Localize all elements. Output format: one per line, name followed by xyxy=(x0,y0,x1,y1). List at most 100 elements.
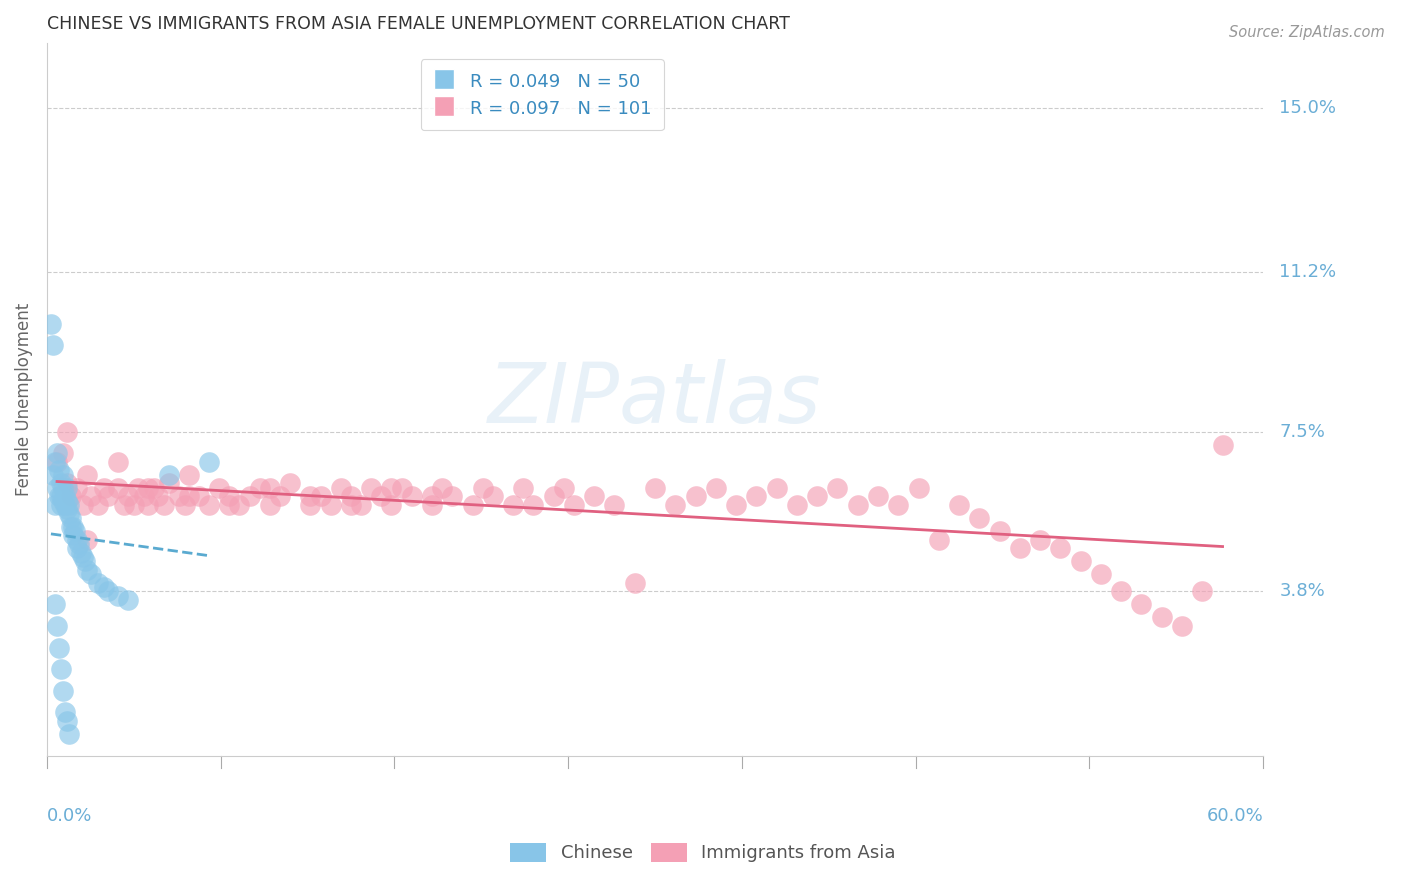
Point xyxy=(187,489,209,503)
Point xyxy=(86,575,108,590)
Point xyxy=(1029,533,1052,547)
Legend: R = 0.049   N = 50, R = 0.097   N = 101: R = 0.049 N = 50, R = 0.097 N = 101 xyxy=(420,59,664,130)
Point xyxy=(62,528,84,542)
Point xyxy=(136,481,159,495)
Point xyxy=(948,498,970,512)
Point xyxy=(117,489,139,503)
Point xyxy=(80,489,103,503)
Point xyxy=(49,489,72,503)
Point xyxy=(66,481,89,495)
Legend: Chinese, Immigrants from Asia: Chinese, Immigrants from Asia xyxy=(503,836,903,870)
Point xyxy=(1070,554,1092,568)
Point xyxy=(46,455,69,469)
Point xyxy=(49,498,72,512)
Point xyxy=(72,498,94,512)
Point xyxy=(420,498,443,512)
Point xyxy=(502,498,524,512)
Point xyxy=(969,511,991,525)
Point xyxy=(58,507,80,521)
Point xyxy=(107,455,129,469)
Point xyxy=(148,489,170,503)
Point xyxy=(512,481,534,495)
Point xyxy=(198,455,221,469)
Point xyxy=(75,554,97,568)
Point xyxy=(42,467,65,482)
Point xyxy=(1171,619,1194,633)
Point xyxy=(93,580,115,594)
Point xyxy=(208,481,231,495)
Point xyxy=(46,446,69,460)
Point xyxy=(127,481,149,495)
Point xyxy=(49,662,72,676)
Point xyxy=(72,549,94,564)
Point xyxy=(177,489,200,503)
Point xyxy=(562,498,585,512)
Text: 11.2%: 11.2% xyxy=(1279,263,1337,281)
Point xyxy=(53,706,76,720)
Point xyxy=(52,467,75,482)
Point xyxy=(46,619,69,633)
Point xyxy=(430,481,453,495)
Text: 15.0%: 15.0% xyxy=(1279,99,1336,117)
Point xyxy=(299,498,322,512)
Point xyxy=(259,498,281,512)
Point xyxy=(360,481,382,495)
Point xyxy=(269,489,291,503)
Point xyxy=(928,533,950,547)
Point xyxy=(299,489,322,503)
Point xyxy=(53,489,76,503)
Point xyxy=(42,338,65,352)
Point xyxy=(350,498,373,512)
Point xyxy=(745,489,768,503)
Point xyxy=(143,481,166,495)
Text: 3.8%: 3.8% xyxy=(1279,582,1324,600)
Point xyxy=(664,498,686,512)
Point xyxy=(107,481,129,495)
Point xyxy=(380,481,402,495)
Text: 7.5%: 7.5% xyxy=(1279,423,1326,441)
Point xyxy=(988,524,1011,538)
Point xyxy=(60,519,83,533)
Point xyxy=(53,498,76,512)
Point xyxy=(329,481,352,495)
Point xyxy=(401,489,423,503)
Point xyxy=(1008,541,1031,556)
Point xyxy=(97,584,120,599)
Text: Source: ZipAtlas.com: Source: ZipAtlas.com xyxy=(1229,25,1385,40)
Point xyxy=(52,683,75,698)
Point xyxy=(56,493,79,508)
Point xyxy=(704,481,727,495)
Point xyxy=(391,481,413,495)
Point xyxy=(65,524,87,538)
Text: ZIPatlas: ZIPatlas xyxy=(488,359,823,440)
Point xyxy=(228,498,250,512)
Point xyxy=(56,476,79,491)
Point xyxy=(1090,567,1112,582)
Point xyxy=(52,481,75,495)
Point xyxy=(52,493,75,508)
Point xyxy=(157,476,180,491)
Point xyxy=(44,455,66,469)
Point xyxy=(44,498,66,512)
Point xyxy=(173,498,195,512)
Point xyxy=(44,598,66,612)
Point xyxy=(122,498,145,512)
Point xyxy=(157,467,180,482)
Point xyxy=(725,498,748,512)
Point xyxy=(380,498,402,512)
Point xyxy=(340,498,363,512)
Point xyxy=(97,489,120,503)
Point xyxy=(80,567,103,582)
Point xyxy=(112,498,135,512)
Point xyxy=(167,489,190,503)
Point xyxy=(239,489,262,503)
Point xyxy=(56,481,79,495)
Point xyxy=(866,489,889,503)
Point xyxy=(48,640,70,655)
Point xyxy=(907,481,929,495)
Point xyxy=(1109,584,1132,599)
Point xyxy=(60,511,83,525)
Point xyxy=(218,498,240,512)
Point xyxy=(153,498,176,512)
Point xyxy=(522,498,544,512)
